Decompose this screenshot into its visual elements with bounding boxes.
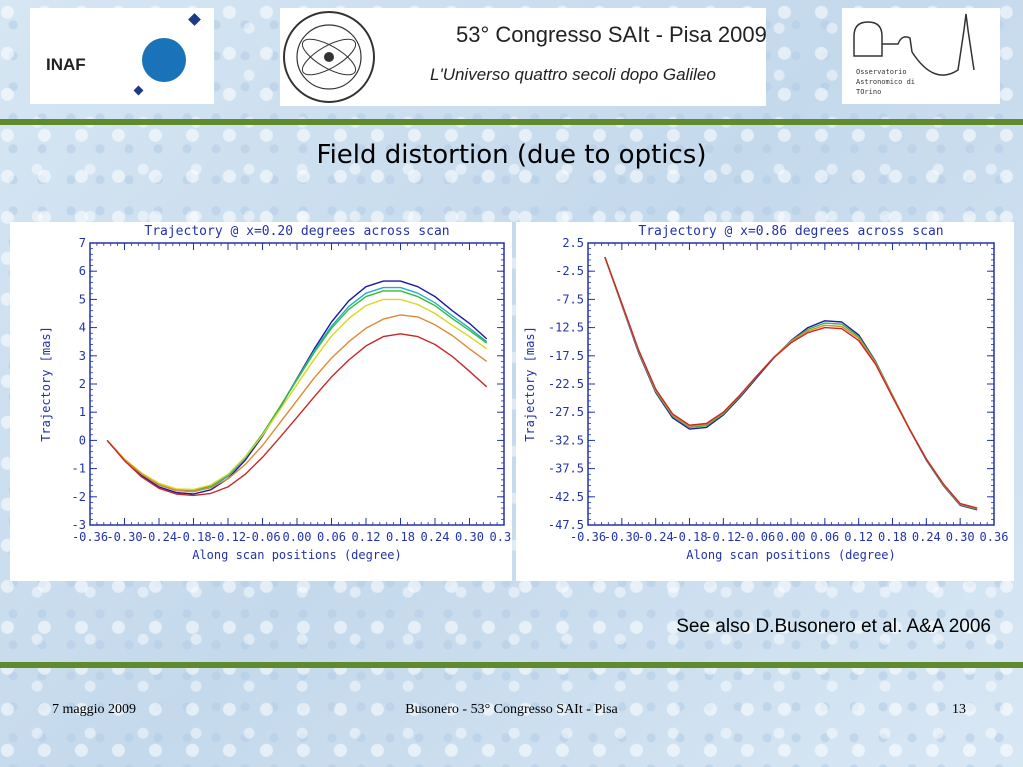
x-tick-label: 0.12 — [844, 530, 873, 544]
y-tick-label: -22.5 — [548, 377, 584, 391]
y-tick-label: -27.5 — [548, 405, 584, 419]
series-line — [106, 290, 488, 492]
sait-seal-inner-ring — [296, 24, 362, 90]
congress-subtitle: L'Universo quattro secoli dopo Galileo — [430, 65, 716, 84]
inaf-logo-diamond-top — [188, 13, 201, 26]
inaf-logo-text: INAF — [46, 55, 86, 74]
x-tick-label: 0.30 — [455, 530, 484, 544]
chart-title: Trajectory @ x=0.86 degrees across scan — [638, 224, 943, 239]
x-tick-label: 0.24 — [421, 530, 450, 544]
inaf-logo-diamond-bottom — [133, 85, 144, 96]
y-tick-label: 7 — [79, 236, 86, 250]
y-tick-label: 2 — [79, 377, 86, 391]
x-tick-label: -0.12 — [210, 530, 246, 544]
series-line — [106, 280, 488, 495]
series-line — [106, 298, 488, 491]
y-tick-label: -1 — [72, 462, 86, 476]
y-tick-label: 5 — [79, 292, 86, 306]
x-tick-label: -0.18 — [671, 530, 707, 544]
x-axis-label: Along scan positions (degree) — [686, 548, 896, 562]
y-tick-label: -3 — [72, 518, 86, 532]
chart-trajectory-x020: Trajectory @ x=0.20 degrees across scan 7… — [10, 222, 512, 581]
x-tick-label: 0.18 — [878, 530, 907, 544]
series-line — [604, 256, 978, 511]
series-line — [604, 256, 978, 510]
y-tick-label: -7.5 — [555, 292, 584, 306]
x-tick-label: 0.36 — [490, 530, 512, 544]
observatory-logo: Osservatorio Astronomico di TOrino — [842, 8, 1000, 104]
congress-banner-graphic: 53° Congresso SAIt - Pisa 2009 L'Univers… — [283, 11, 767, 103]
y-tick-label: 2.5 — [562, 236, 584, 250]
y-tick-label: 6 — [79, 264, 86, 278]
x-tick-label: -0.36 — [72, 530, 108, 544]
sait-seal-center — [324, 52, 334, 62]
y-tick-label: 0 — [79, 433, 86, 447]
header-divider — [0, 119, 1023, 125]
x-tick-label: -0.24 — [638, 530, 674, 544]
y-tick-label: -12.5 — [548, 321, 584, 335]
y-tick-label: -2 — [72, 490, 86, 504]
observatory-text-line-2: Astronomico di — [856, 78, 915, 86]
y-tick-label: -42.5 — [548, 490, 584, 504]
x-tick-label: 0.24 — [912, 530, 941, 544]
inaf-logo-graphic: INAF — [46, 13, 201, 96]
x-tick-label: 0.30 — [946, 530, 975, 544]
plot-frame — [587, 242, 995, 526]
series-line — [106, 333, 488, 497]
chart-trajectory-x086-svg: Trajectory @ x=0.86 degrees across scan 2… — [523, 224, 1009, 562]
chart-trajectory-x020-svg: Trajectory @ x=0.20 degrees across scan 7… — [39, 224, 512, 562]
y-tick-label: 4 — [79, 321, 86, 335]
x-tick-label: 0.36 — [980, 530, 1009, 544]
chart-title: Trajectory @ x=0.20 degrees across scan — [144, 224, 449, 239]
x-tick-label: -0.06 — [739, 530, 775, 544]
x-tick-label: -0.24 — [141, 530, 177, 544]
dome-icon — [853, 21, 883, 57]
footer-center-text: Busonero - 53° Congresso SAIt - Pisa — [405, 702, 618, 717]
x-tick-label: 0.00 — [283, 530, 312, 544]
series-line — [604, 256, 978, 509]
y-tick-label: -17.5 — [548, 349, 584, 363]
congress-title: 53° Congresso SAIt - Pisa 2009 — [456, 22, 766, 47]
x-tick-label: -0.18 — [175, 530, 211, 544]
y-tick-label: 3 — [79, 349, 86, 363]
y-tick-label: -32.5 — [548, 433, 584, 447]
y-axis-label: Trajectory [mas] — [39, 326, 53, 442]
series-line — [106, 314, 488, 492]
slide-title: Field distortion (due to optics) — [316, 140, 707, 170]
footer-date: 7 maggio 2009 — [52, 702, 136, 717]
series-line — [106, 286, 488, 493]
sait-seal-orbit-1 — [301, 38, 357, 76]
x-tick-label: 0.06 — [317, 530, 346, 544]
x-tick-label: 0.12 — [352, 530, 381, 544]
series-line — [604, 256, 978, 510]
x-tick-label: 0.18 — [386, 530, 415, 544]
reference-note: See also D.Busonero et al. A&A 2006 — [676, 616, 991, 637]
x-tick-label: 0.06 — [810, 530, 839, 544]
congress-banner: 53° Congresso SAIt - Pisa 2009 L'Univers… — [280, 8, 767, 106]
x-tick-label: -0.30 — [604, 530, 640, 544]
observatory-text-line-3: TOrino — [856, 88, 881, 96]
mole-tower-icon — [911, 13, 975, 76]
y-tick-label: -2.5 — [555, 264, 584, 278]
observatory-building-icon — [882, 36, 913, 53]
sait-seal-outer-ring — [283, 11, 375, 103]
x-tick-label: -0.30 — [106, 530, 142, 544]
y-tick-label: -37.5 — [548, 462, 584, 476]
x-tick-label: 0.00 — [777, 530, 806, 544]
inaf-logo: INAF — [30, 8, 214, 104]
observatory-logo-graphic: Osservatorio Astronomico di TOrino — [853, 13, 975, 96]
x-tick-label: -0.06 — [244, 530, 280, 544]
y-tick-label: 1 — [79, 405, 86, 419]
x-tick-label: -0.36 — [570, 530, 606, 544]
x-tick-label: -0.12 — [705, 530, 741, 544]
chart-trajectory-x086: Trajectory @ x=0.86 degrees across scan 2… — [516, 222, 1014, 581]
inaf-logo-globe — [142, 38, 186, 82]
y-tick-label: -47.5 — [548, 518, 584, 532]
footer-divider — [0, 662, 1023, 668]
footer-page-number: 13 — [952, 702, 966, 717]
observatory-text-line-1: Osservatorio — [856, 68, 907, 76]
sait-seal-orbit-2 — [301, 38, 357, 76]
x-axis-label: Along scan positions (degree) — [192, 548, 402, 562]
y-axis-label: Trajectory [mas] — [523, 326, 537, 442]
